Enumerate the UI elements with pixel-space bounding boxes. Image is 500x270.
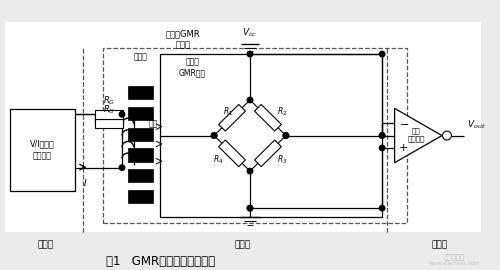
Circle shape: [212, 133, 217, 138]
Circle shape: [248, 205, 252, 211]
Text: 电子发烧友: 电子发烧友: [444, 253, 465, 260]
Circle shape: [283, 133, 288, 138]
Polygon shape: [254, 140, 281, 167]
Text: $V_{out}$: $V_{out}$: [467, 118, 485, 131]
Circle shape: [248, 51, 252, 57]
Text: $+$: $+$: [398, 142, 408, 153]
Text: 输入级: 输入级: [38, 241, 54, 250]
Polygon shape: [394, 108, 442, 163]
Text: 磁场: 磁场: [148, 120, 158, 129]
Text: $R_1$: $R_1$: [223, 106, 233, 118]
Text: $I$: $I$: [84, 177, 87, 188]
Text: $R_G$: $R_G$: [103, 103, 115, 116]
Text: $R_4$: $R_4$: [213, 153, 224, 166]
Text: V/I放大及
转换电路: V/I放大及 转换电路: [30, 140, 55, 160]
Text: $R_2$: $R_2$: [277, 106, 287, 118]
Text: $-$: $-$: [398, 118, 408, 128]
Circle shape: [380, 133, 385, 138]
Circle shape: [212, 133, 217, 138]
Bar: [128, 86, 153, 99]
Circle shape: [442, 131, 452, 140]
Text: 线圈: 线圈: [106, 120, 115, 129]
Text: www.elecfans.com: www.elecfans.com: [428, 261, 480, 266]
Bar: [96, 119, 123, 128]
Circle shape: [283, 133, 288, 138]
Circle shape: [248, 205, 252, 211]
Bar: [128, 148, 153, 162]
Text: $V_{cc}$: $V_{cc}$: [242, 27, 258, 39]
Text: 隔离级: 隔离级: [234, 241, 250, 250]
Text: 隔离栅: 隔离栅: [134, 52, 147, 62]
Polygon shape: [218, 104, 246, 131]
Text: 自旋阀
GMR电桥: 自旋阀 GMR电桥: [179, 57, 206, 77]
Bar: [128, 169, 153, 183]
Bar: [128, 190, 153, 203]
Circle shape: [248, 168, 252, 174]
Circle shape: [380, 51, 385, 57]
Circle shape: [380, 133, 385, 138]
Bar: [4, 22, 481, 232]
Circle shape: [120, 112, 124, 117]
Bar: [128, 128, 153, 141]
Circle shape: [380, 205, 385, 211]
Text: $R_3$: $R_3$: [277, 153, 287, 166]
Bar: [96, 110, 123, 119]
Text: 接收
放大电路: 接收 放大电路: [407, 127, 424, 142]
Polygon shape: [218, 140, 246, 167]
Bar: [128, 107, 153, 120]
Text: 输出级: 输出级: [432, 241, 448, 250]
Circle shape: [380, 145, 385, 151]
Text: 自旋阀GMR
隔离器: 自旋阀GMR 隔离器: [166, 29, 200, 49]
Bar: [10, 109, 76, 191]
Text: 图1   GMR隔离放大器原理图: 图1 GMR隔离放大器原理图: [106, 255, 215, 268]
Bar: [160, 54, 382, 217]
Polygon shape: [254, 104, 281, 131]
Circle shape: [248, 97, 252, 103]
Text: $R_G$: $R_G$: [103, 94, 115, 107]
Circle shape: [120, 165, 124, 170]
Bar: [103, 48, 407, 223]
